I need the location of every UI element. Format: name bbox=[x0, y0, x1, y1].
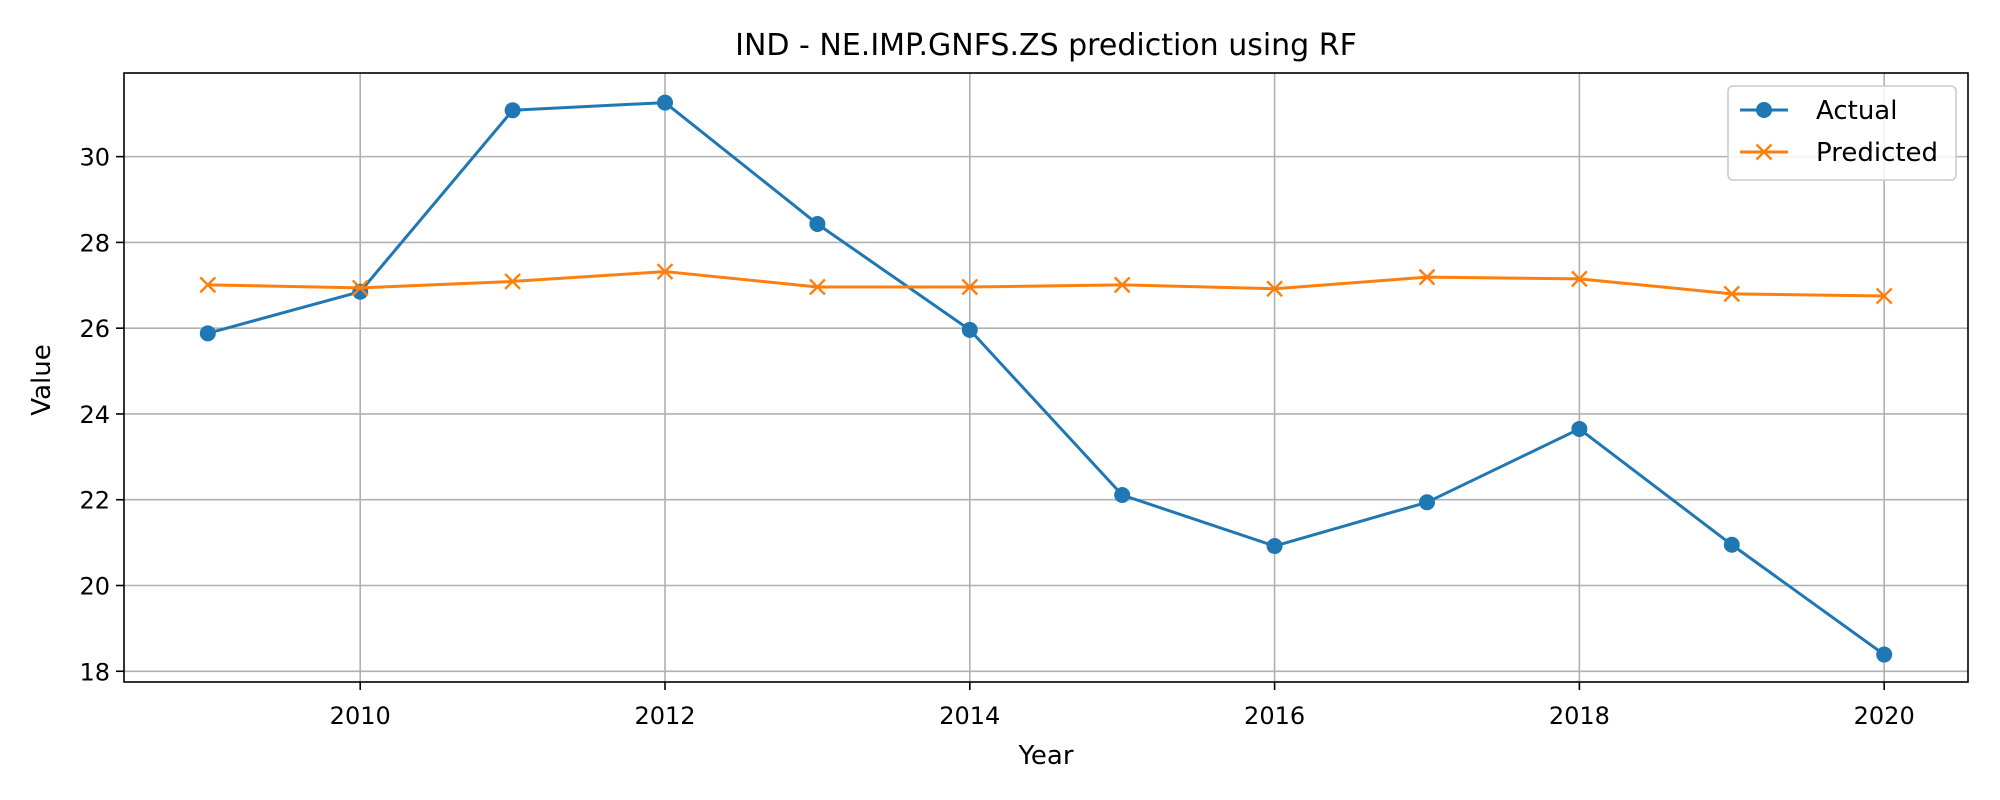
y-tick-label: 26 bbox=[79, 315, 110, 343]
predicted-data-point bbox=[1418, 268, 1436, 286]
actual-data-point bbox=[1266, 538, 1283, 555]
legend-actual-label: Actual bbox=[1816, 96, 1897, 126]
series-layer bbox=[199, 94, 1893, 663]
predicted-series-line bbox=[207, 270, 1885, 298]
legend-actual-marker bbox=[1756, 102, 1772, 118]
actual-data-point bbox=[1114, 487, 1131, 504]
y-tick-label: 24 bbox=[79, 401, 110, 429]
actual-series-line bbox=[207, 101, 1886, 656]
plot-frame bbox=[123, 72, 1969, 683]
x-tick-label: 2012 bbox=[634, 702, 695, 730]
y-axis-label: Value bbox=[27, 344, 57, 415]
chart-title: IND - NE.IMP.GNFS.ZS prediction using RF bbox=[735, 28, 1357, 63]
actual-data-point bbox=[504, 102, 521, 119]
y-tick-label: 28 bbox=[79, 229, 110, 257]
x-tick-label: 2018 bbox=[1549, 702, 1610, 730]
actual-data-point bbox=[961, 321, 978, 338]
ticks: 2010 2012 2014 2016 2018 2020 18 20 22 24 26 28 30 bbox=[79, 144, 1914, 730]
predicted-data-point bbox=[1875, 287, 1893, 305]
predicted-data-point bbox=[656, 263, 674, 280]
actual-data-point bbox=[1571, 420, 1588, 437]
actual-data-point bbox=[1876, 646, 1893, 663]
predicted-data-point bbox=[961, 278, 979, 296]
predicted-data-point bbox=[1113, 276, 1131, 294]
x-axis-label: Year bbox=[1017, 741, 1073, 771]
predicted-data-point bbox=[199, 276, 217, 294]
x-tick-label: 2010 bbox=[330, 702, 391, 730]
predicted-data-point bbox=[351, 279, 369, 297]
y-tick-label: 20 bbox=[79, 573, 110, 601]
actual-data-point bbox=[352, 283, 369, 300]
actual-data-point bbox=[809, 215, 826, 232]
x-tick-label: 2020 bbox=[1854, 702, 1915, 730]
actual-data-point bbox=[657, 94, 674, 111]
y-tick-label: 22 bbox=[79, 487, 110, 515]
actual-data-point bbox=[1418, 494, 1435, 511]
actual-data-point bbox=[1723, 536, 1740, 553]
actual-data-point bbox=[199, 325, 216, 342]
predicted-data-point bbox=[504, 273, 521, 290]
predicted-data-point bbox=[1266, 280, 1283, 298]
y-tick-label: 18 bbox=[79, 658, 110, 686]
predicted-data-point bbox=[809, 278, 826, 296]
legend-predicted-label: Predicted bbox=[1816, 138, 1938, 168]
y-tick-label: 30 bbox=[79, 144, 110, 172]
x-tick-label: 2016 bbox=[1244, 702, 1305, 730]
predicted-data-point bbox=[1571, 270, 1588, 288]
predicted-data-point bbox=[1723, 285, 1741, 303]
x-tick-label: 2014 bbox=[939, 702, 1000, 730]
legend-predicted-marker bbox=[1755, 143, 1773, 161]
legend: Actual Predicted bbox=[1727, 85, 1957, 181]
axes bbox=[123, 72, 1969, 683]
